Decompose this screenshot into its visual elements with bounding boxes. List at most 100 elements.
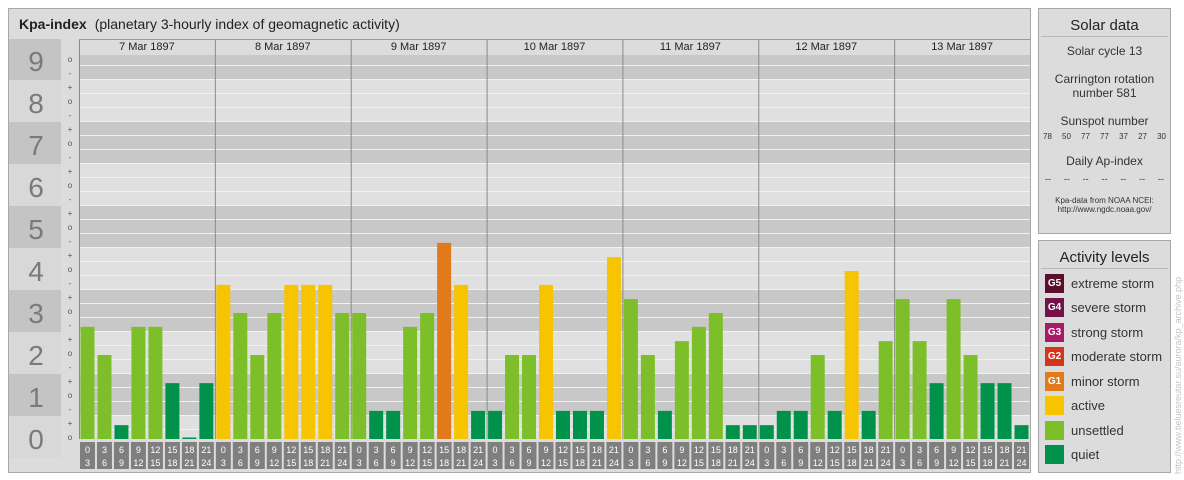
y-tick-label: 3 <box>28 298 44 329</box>
grid-band <box>79 55 1030 80</box>
x-interval-label-end: 18 <box>167 458 177 468</box>
y-minor-tick-label: - <box>69 153 72 162</box>
x-interval-label-start: 18 <box>592 445 602 455</box>
x-interval-label-start: 18 <box>184 445 194 455</box>
kp-bar <box>895 299 910 439</box>
x-interval-box <box>249 442 265 469</box>
x-interval-label-start: 3 <box>510 445 515 455</box>
x-interval-label-end: 24 <box>201 458 211 468</box>
x-interval-box <box>147 442 163 469</box>
kp-bar <box>182 437 197 439</box>
legend-item-strong-storm: G3 strong storm <box>1045 322 1143 342</box>
x-interval-label-end: 12 <box>405 458 415 468</box>
x-interval-label-start: 15 <box>983 445 993 455</box>
x-interval-label-start: 3 <box>645 445 650 455</box>
kp-bar <box>352 313 367 439</box>
legend-swatch <box>1045 420 1064 440</box>
y-minor-tick-label: + <box>68 125 73 134</box>
y-tick-label: 1 <box>28 382 44 413</box>
kp-bar <box>522 355 537 439</box>
x-interval-label-start: 9 <box>272 445 277 455</box>
x-interval-label-start: 6 <box>255 445 260 455</box>
ap-value: -- <box>1139 174 1146 184</box>
credit-line1: Kpa-data from NOAA NCEI: <box>1055 196 1154 205</box>
x-interval-box <box>419 442 435 469</box>
x-interval-label-start: 21 <box>1017 445 1027 455</box>
legend-label: extreme storm <box>1071 275 1155 291</box>
y-tick-label: 2 <box>28 340 44 371</box>
sunspot-value: 30 <box>1157 132 1166 141</box>
x-interval-label-start: 3 <box>102 445 107 455</box>
x-interval-box <box>453 442 469 469</box>
x-interval-label-end: 24 <box>1017 458 1027 468</box>
legend-item-severe-storm: G4 severe storm <box>1045 298 1146 318</box>
kp-bar <box>742 425 757 439</box>
credit-link[interactable]: http://www.ngdc.noaa.gov/ <box>1057 205 1152 214</box>
x-interval-label-start: 18 <box>728 445 738 455</box>
solar-data-title: Solar data <box>1041 9 1168 37</box>
x-interval-box <box>674 442 690 469</box>
carrington-line1: Carrington rotation <box>1054 72 1155 86</box>
x-interval-label-start: 6 <box>662 445 667 455</box>
x-interval-label-end: 9 <box>934 458 939 468</box>
x-interval-label-start: 12 <box>422 445 432 455</box>
x-interval-label-start: 18 <box>864 445 874 455</box>
x-interval-label-start: 21 <box>337 445 347 455</box>
x-interval-label-end: 6 <box>645 458 650 468</box>
x-interval-label-start: 0 <box>628 445 633 455</box>
kp-bar <box>131 326 146 439</box>
x-interval-label-end: 12 <box>133 458 143 468</box>
legend-label: moderate storm <box>1071 349 1163 364</box>
x-interval-label-end: 15 <box>558 458 568 468</box>
x-interval-label-start: 12 <box>830 445 840 455</box>
x-interval-box <box>130 442 146 469</box>
y-minor-tick-label: o <box>68 223 73 232</box>
x-interval-label-end: 3 <box>493 458 498 468</box>
x-interval-box <box>776 442 792 469</box>
y-tick-label: 9 <box>28 46 44 77</box>
sunspot-value: 37 <box>1119 132 1128 141</box>
x-interval-label-end: 6 <box>510 458 515 468</box>
y-minor-tick-label: - <box>69 195 72 204</box>
legend-label: unsettled <box>1071 422 1124 438</box>
legend-item-unsettled: unsettled <box>1045 420 1124 440</box>
x-interval-box <box>606 442 622 469</box>
kp-bar <box>471 410 486 439</box>
x-interval-label-end: 9 <box>255 458 260 468</box>
kp-bar <box>539 284 553 439</box>
day-label: 13 Mar 1897 <box>931 41 993 53</box>
kp-bar <box>623 299 638 439</box>
chart-title: Kpa-index (planetary 3-hourly index of ge… <box>19 16 400 32</box>
x-interval-box <box>164 442 180 469</box>
x-interval-box <box>827 442 843 469</box>
y-axis-band <box>9 206 61 248</box>
x-interval-box <box>181 442 197 469</box>
x-interval-label-end: 18 <box>711 458 721 468</box>
x-interval-label-start: 18 <box>456 445 466 455</box>
grid-band <box>79 80 1030 122</box>
x-interval-label-end: 21 <box>320 458 330 468</box>
x-interval-box <box>1014 442 1029 469</box>
y-minor-tick-label: - <box>69 363 72 372</box>
kp-bar <box>369 410 384 439</box>
x-interval-box <box>963 442 979 469</box>
x-interval-label-end: 12 <box>677 458 687 468</box>
y-minor-tick-label: + <box>68 209 73 218</box>
kp-bar <box>420 313 435 439</box>
x-interval-label-end: 21 <box>728 458 738 468</box>
x-interval-label-start: 3 <box>781 445 786 455</box>
x-interval-label-end: 3 <box>221 458 226 468</box>
x-interval-box <box>793 442 809 469</box>
y-minor-tick-label: o <box>68 265 73 274</box>
x-interval-label-start: 6 <box>527 445 532 455</box>
x-interval-label-end: 15 <box>422 458 432 468</box>
y-minor-tick-label: o <box>68 349 73 358</box>
x-interval-label-start: 0 <box>900 445 905 455</box>
x-interval-label-end: 9 <box>391 458 396 468</box>
y-minor-tick-label: - <box>69 279 72 288</box>
carrington-line2: number 581 <box>1072 86 1137 100</box>
kp-bar <box>318 284 333 439</box>
x-interval-box <box>640 442 656 469</box>
x-interval-label-start: 6 <box>119 445 124 455</box>
x-interval-box <box>895 442 911 469</box>
